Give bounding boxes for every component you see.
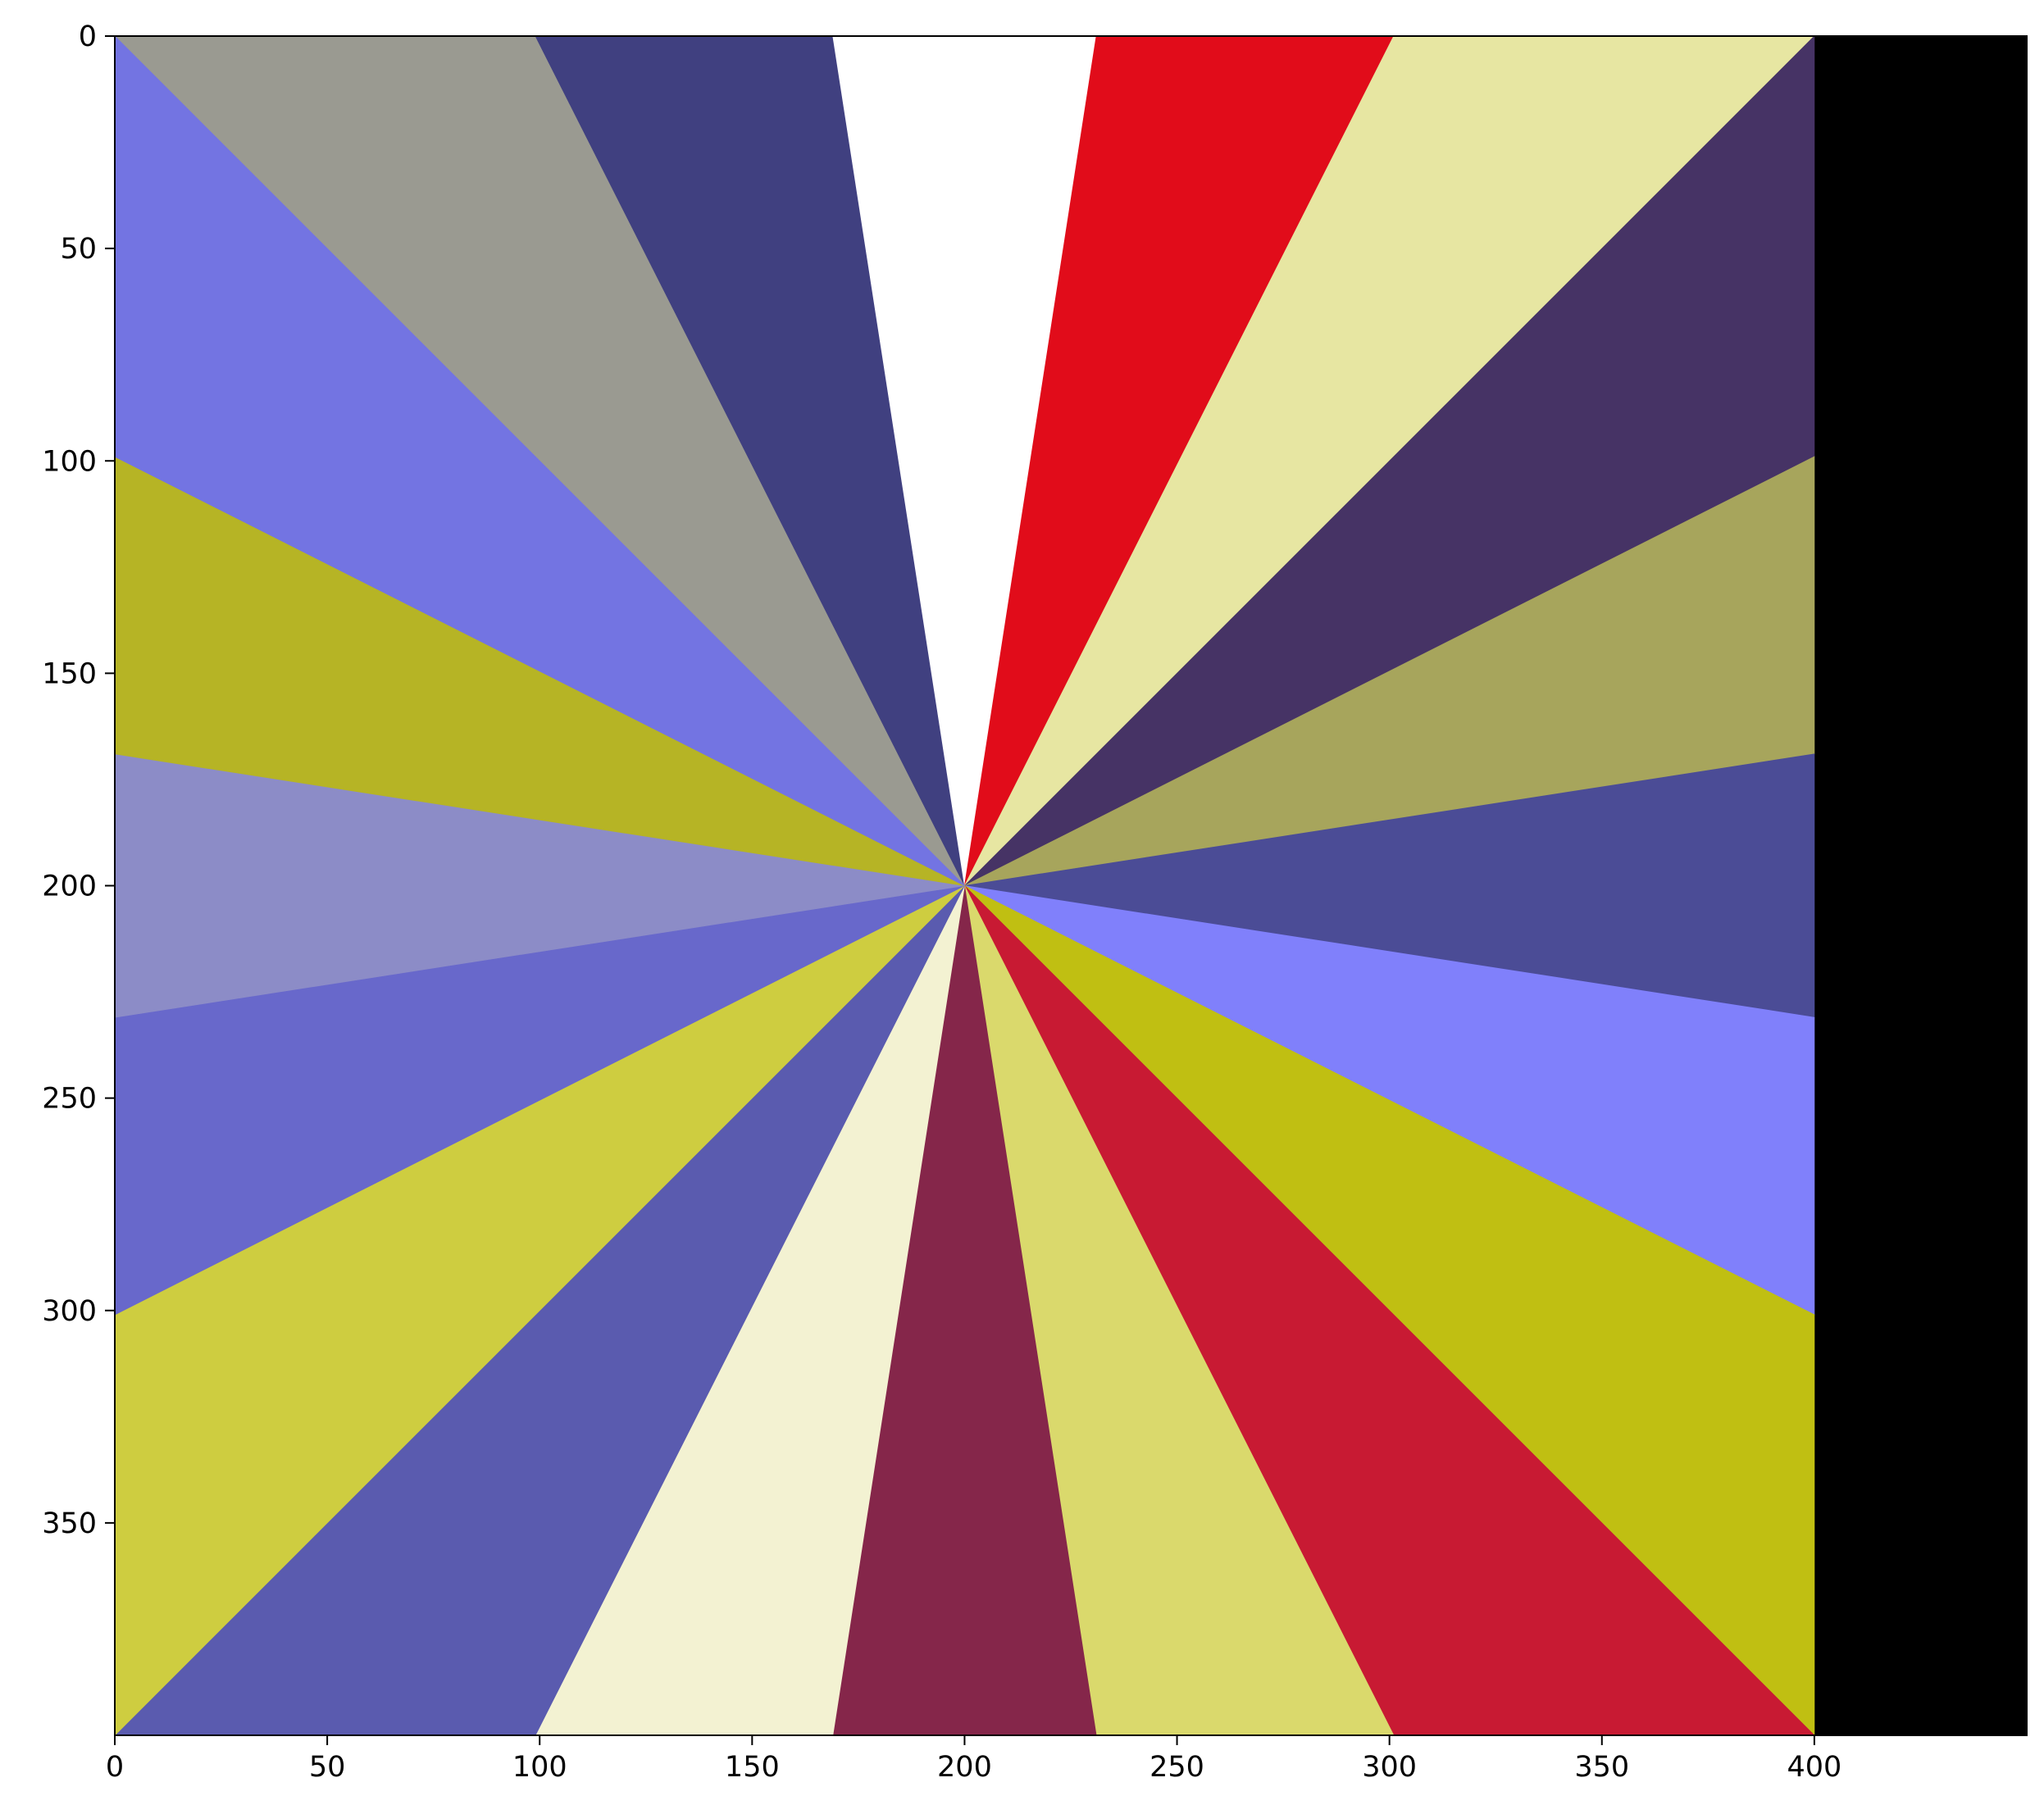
y-tick-label-5: 250: [42, 1083, 97, 1116]
x-tick-label-6: 300: [1362, 1751, 1417, 1784]
x-tick-label-2: 100: [512, 1751, 567, 1784]
y-axis: 0 50 100 150 200 250 300 350: [42, 20, 115, 1540]
x-tick-label-4: 200: [937, 1751, 992, 1784]
y-tick-label-1: 50: [60, 233, 97, 266]
y-tick-label-2: 100: [42, 445, 97, 478]
plot-area: [114, 35, 2028, 1736]
y-tick-label-4: 200: [42, 871, 97, 903]
y-tick-label-0: 0: [79, 20, 97, 53]
x-tick-label-5: 250: [1149, 1751, 1204, 1784]
x-tick-label-3: 150: [725, 1751, 780, 1784]
x-tick-label-0: 0: [106, 1751, 124, 1784]
y-tick-label-3: 150: [42, 657, 97, 690]
y-tick-label-6: 300: [42, 1295, 97, 1328]
x-axis: 0 50 100 150 200 250 300 350 400: [106, 1735, 1841, 1784]
x-tick-label-8: 400: [1787, 1751, 1841, 1784]
y-tick-label-7: 350: [42, 1507, 97, 1540]
x-tick-label-1: 50: [309, 1751, 346, 1784]
x-tick-label-7: 350: [1574, 1751, 1629, 1784]
